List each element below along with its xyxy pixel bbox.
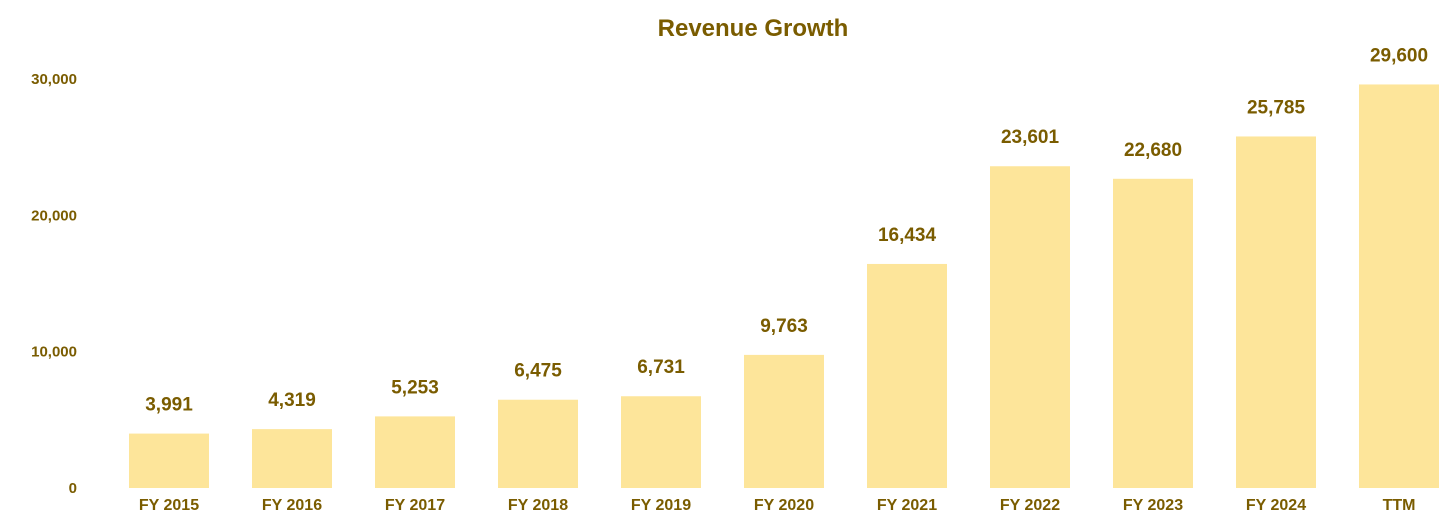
bar — [1236, 136, 1316, 489]
data-label: 23,601 — [1001, 127, 1060, 148]
bar — [990, 166, 1070, 489]
data-label: 6,475 — [514, 361, 562, 382]
x-tick-label: FY 2022 — [1000, 497, 1060, 514]
x-tick-label: FY 2019 — [631, 497, 691, 514]
x-tick-label: FY 2021 — [877, 497, 937, 514]
data-label: 25,785 — [1247, 97, 1306, 118]
y-tick-label: 20,000 — [31, 207, 77, 224]
x-tick-label: TTM — [1383, 497, 1416, 514]
data-labels: 3,991 4,319 5,253 6,475 6,731 9,763 16,434 23,6… — [145, 45, 1428, 415]
bar — [129, 433, 209, 488]
data-label: 16,434 — [878, 225, 937, 246]
y-axis: 0 10,000 20,000 30,000 — [31, 71, 77, 497]
y-tick-label: 0 — [69, 480, 77, 497]
bar — [1113, 178, 1193, 488]
data-label: 5,253 — [391, 377, 439, 398]
bar — [375, 416, 455, 488]
bars — [129, 84, 1439, 489]
x-tick-label: FY 2024 — [1246, 497, 1306, 514]
data-label: 9,763 — [760, 316, 808, 337]
bar — [744, 354, 824, 488]
x-tick-label: FY 2017 — [385, 497, 445, 514]
data-label: 6,731 — [637, 357, 685, 378]
chart-title: Revenue Growth — [658, 15, 849, 42]
bar — [621, 396, 701, 488]
bar — [252, 429, 332, 488]
data-label: 29,600 — [1370, 45, 1428, 66]
bar — [867, 263, 947, 488]
x-tick-label: FY 2016 — [262, 497, 322, 514]
data-label: 4,319 — [268, 390, 316, 411]
y-tick-label: 30,000 — [31, 71, 77, 88]
data-label: 22,680 — [1124, 140, 1182, 161]
bar — [498, 399, 578, 488]
x-tick-label: FY 2020 — [754, 497, 814, 514]
bar — [1359, 84, 1439, 488]
y-tick-label: 10,000 — [31, 344, 77, 361]
x-tick-label: FY 2023 — [1123, 497, 1183, 514]
x-tick-label: FY 2018 — [508, 497, 568, 514]
x-tick-label: FY 2015 — [139, 497, 199, 514]
x-axis: FY 2015 FY 2016 FY 2017 FY 2018 FY 2019 FY 20… — [139, 497, 1416, 514]
data-label: 3,991 — [145, 395, 193, 416]
